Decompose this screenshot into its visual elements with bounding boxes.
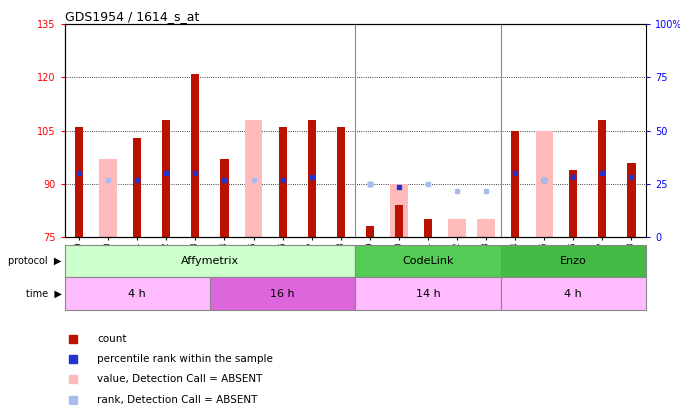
Text: protocol  ▶: protocol ▶	[8, 256, 62, 266]
Bar	[448, 219, 466, 237]
Text: time  ▶: time ▶	[26, 289, 62, 298]
Text: 14 h: 14 h	[415, 289, 441, 298]
Bar	[245, 120, 262, 237]
Bar	[366, 226, 374, 237]
Bar	[337, 127, 345, 237]
Text: 4 h: 4 h	[129, 289, 146, 298]
Text: GDS1954 / 1614_s_at: GDS1954 / 1614_s_at	[65, 10, 199, 23]
Bar	[511, 130, 520, 237]
Text: percentile rank within the sample: percentile rank within the sample	[97, 354, 273, 364]
Text: 16 h: 16 h	[271, 289, 295, 298]
Bar	[500, 277, 646, 310]
Bar	[536, 130, 553, 237]
Bar	[133, 138, 141, 237]
Text: count: count	[97, 334, 126, 344]
Bar	[191, 74, 199, 237]
Text: 4 h: 4 h	[564, 289, 582, 298]
Bar	[395, 205, 403, 237]
Bar	[65, 277, 210, 310]
Bar	[355, 245, 500, 277]
Bar	[424, 219, 432, 237]
Bar	[390, 184, 407, 237]
Bar	[628, 162, 636, 237]
Text: value, Detection Call = ABSENT: value, Detection Call = ABSENT	[97, 375, 262, 384]
Bar	[279, 127, 287, 237]
Bar	[75, 127, 83, 237]
Bar	[99, 159, 117, 237]
Bar	[210, 277, 355, 310]
Text: rank, Detection Call = ABSENT: rank, Detection Call = ABSENT	[97, 395, 258, 405]
Bar	[500, 245, 646, 277]
Bar	[569, 170, 577, 237]
Bar	[598, 120, 607, 237]
Bar	[65, 245, 355, 277]
Text: CodeLink: CodeLink	[403, 256, 454, 266]
Text: Enzo: Enzo	[560, 256, 587, 266]
Bar	[477, 219, 495, 237]
Bar	[163, 120, 171, 237]
Bar	[355, 277, 500, 310]
Text: Affymetrix: Affymetrix	[181, 256, 239, 266]
Bar	[307, 120, 316, 237]
Bar	[220, 159, 228, 237]
